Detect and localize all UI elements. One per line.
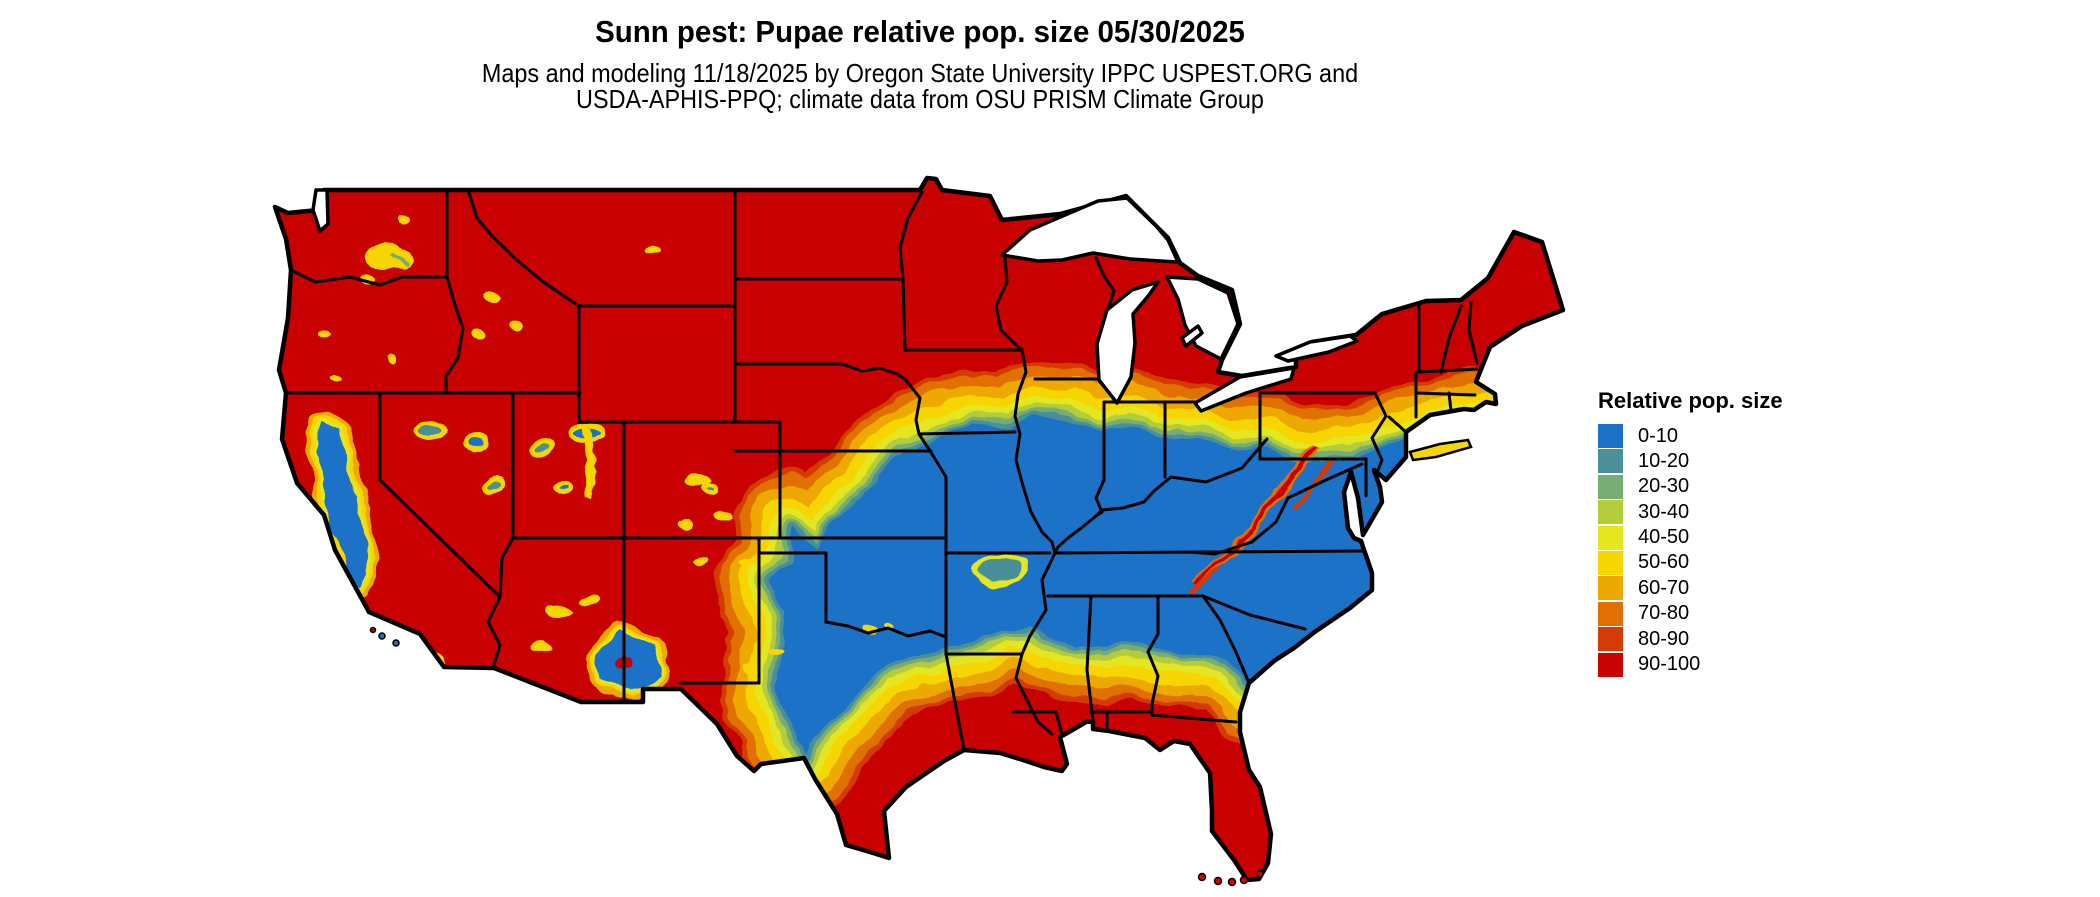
legend-label: 20-30 [1638, 475, 1690, 498]
lake-ontario [1274, 334, 1359, 363]
legend-item: 50-60 [1598, 550, 1783, 575]
lake-superior [1000, 196, 1180, 264]
legend-item: 90-100 [1598, 652, 1783, 677]
legend-swatch-80-90 [1598, 627, 1623, 652]
legend-swatch-0-10 [1598, 424, 1623, 448]
map-legend: Relative pop. size 0-10 10-20 20-30 30-4… [1598, 388, 1783, 678]
lake-erie [1193, 366, 1296, 413]
us-map-svg [272, 175, 1566, 887]
legend-swatch-40-50 [1598, 525, 1623, 550]
page-subtitle: Maps and modeling 11/18/2025 by Oregon S… [92, 60, 1748, 112]
subtitle-line-2: USDA-APHIS-PPQ; climate data from OSU PR… [576, 84, 1264, 114]
legend-item: 40-50 [1598, 525, 1783, 550]
legend-swatch-10-20 [1598, 449, 1623, 474]
page-title: Sunn pest: Pupae relative pop. size 05/3… [595, 14, 1245, 49]
legend-label: 40-50 [1638, 526, 1690, 549]
legend-item: 70-80 [1598, 601, 1783, 626]
subtitle-line-1: Maps and modeling 11/18/2025 by Oregon S… [481, 58, 1359, 88]
legend-label: 90-100 [1638, 653, 1701, 676]
us-map [230, 130, 1570, 892]
legend-swatch-60-70 [1598, 576, 1623, 601]
channel-islands [369, 626, 400, 647]
state-borders [284, 188, 1479, 752]
legend-label: 60-70 [1638, 576, 1690, 599]
legend-title: Relative pop. size [1598, 388, 1783, 413]
legend-label: 0-10 [1638, 424, 1679, 447]
legend-label: 30-40 [1638, 500, 1690, 523]
legend-swatch-30-40 [1598, 500, 1623, 525]
legend-item: 10-20 [1598, 449, 1783, 474]
legend-label: 10-20 [1638, 449, 1690, 472]
legend-item: 60-70 [1598, 576, 1783, 601]
great-lakes [311, 188, 1359, 413]
puget-sound [311, 188, 330, 233]
legend-swatch-20-30 [1598, 474, 1623, 499]
legend-label: 50-60 [1638, 551, 1690, 574]
long-island [1408, 438, 1473, 462]
legend-item: 80-90 [1598, 627, 1783, 652]
legend-item: 0-10 [1598, 424, 1783, 448]
legend-swatch-90-100 [1598, 652, 1623, 677]
legend-swatch-50-60 [1598, 550, 1623, 575]
saginaw-bay [1180, 324, 1204, 348]
legend-item: 30-40 [1598, 500, 1783, 525]
legend-item: 20-30 [1598, 474, 1783, 499]
legend-swatch-70-80 [1598, 601, 1623, 626]
lake-huron [1165, 275, 1240, 361]
florida-keys [1197, 870, 1264, 887]
legend-label: 70-80 [1638, 602, 1690, 625]
us-outline [272, 175, 1566, 883]
legend-label: 80-90 [1638, 627, 1690, 650]
